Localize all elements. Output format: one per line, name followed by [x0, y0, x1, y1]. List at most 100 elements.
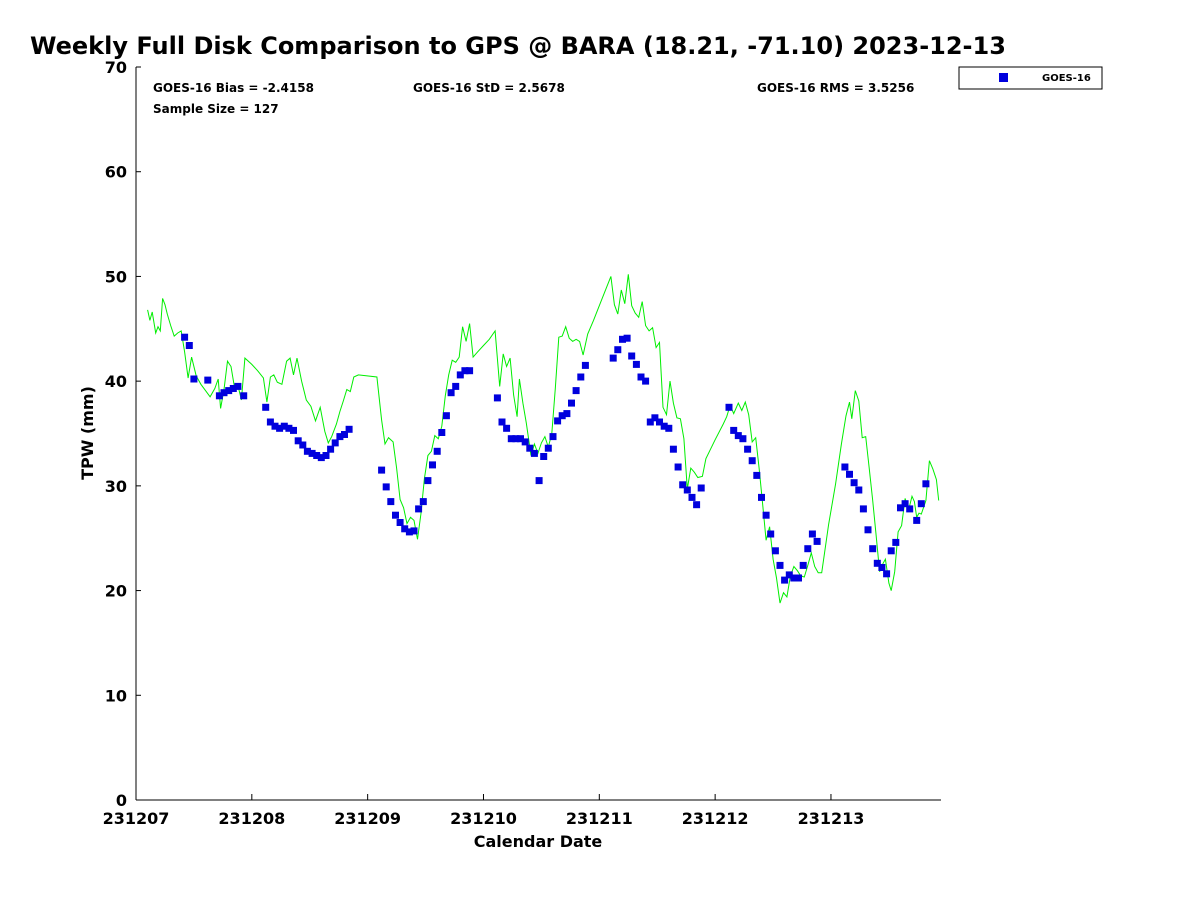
goes16-point: [683, 486, 691, 494]
goes16-point: [795, 574, 802, 582]
goes16-point: [225, 387, 233, 395]
goes16-point: [378, 466, 386, 474]
goes16-point: [266, 418, 274, 426]
y-tick-label: 70: [105, 58, 127, 77]
goes16-point: [758, 493, 765, 501]
goes16-point: [781, 576, 789, 584]
goes16-point: [290, 426, 297, 434]
goes16-point: [452, 382, 460, 390]
goes16-point: [396, 519, 404, 526]
goes16-point: [859, 505, 867, 513]
goes16-point: [530, 449, 538, 457]
goes16-point: [753, 471, 761, 479]
goes16-point: [688, 493, 696, 501]
goes16-point: [922, 480, 930, 488]
goes16-point: [646, 418, 654, 426]
goes16-point: [240, 392, 248, 400]
goes16-point: [804, 545, 812, 553]
y-tick-label: 20: [105, 582, 127, 601]
goes16-point: [864, 526, 872, 534]
goes16-point: [285, 424, 293, 432]
goes16-point: [549, 433, 557, 441]
goes16-point: [855, 486, 863, 494]
goes16-point: [322, 452, 330, 459]
goes16-point: [725, 403, 733, 411]
goes16-point: [739, 435, 747, 443]
goes16-point: [869, 545, 877, 553]
goes16-point: [419, 498, 427, 506]
goes16-point: [303, 447, 311, 455]
goes16-point: [271, 422, 279, 430]
goes16-point: [674, 463, 682, 471]
goes16-point: [628, 352, 636, 360]
goes16-point: [521, 438, 529, 446]
goes16-point: [744, 445, 752, 453]
goes16-point: [535, 477, 543, 485]
goes16-point: [466, 367, 474, 375]
goes16-point: [665, 424, 673, 432]
goes16-point: [341, 431, 348, 438]
goes16-point: [512, 435, 520, 443]
goes16-point: [901, 500, 909, 508]
goes16-point: [181, 333, 189, 341]
goes16-point: [790, 574, 798, 582]
goes16-point: [331, 439, 339, 447]
goes16-point: [456, 371, 464, 379]
goes16-point: [327, 445, 335, 453]
goes16-point: [841, 463, 849, 471]
goes16-point: [313, 452, 321, 459]
goes16-point: [447, 389, 455, 397]
goes16-point: [280, 422, 288, 430]
goes16-point: [808, 530, 816, 538]
x-tick-label: 231209: [334, 809, 401, 828]
goes16-point: [433, 447, 441, 455]
chart-title: Weekly Full Disk Comparison to GPS @ BAR…: [30, 32, 1006, 60]
x-tick-label: 231208: [218, 809, 285, 828]
goes16-point: [540, 453, 548, 460]
goes16-point: [776, 561, 784, 569]
goes16-point: [317, 454, 325, 462]
goes16-point: [846, 470, 853, 478]
goes16-point: [276, 424, 284, 432]
goes16-point: [619, 335, 626, 343]
y-ticks: 0 10 20 30 40 50 60 70: [105, 58, 141, 810]
y-tick-label: 40: [105, 372, 127, 391]
goes16-point: [679, 481, 687, 489]
legend-label-goes16: GOES-16: [1042, 73, 1091, 84]
goes16-point: [498, 418, 506, 426]
goes16-point: [614, 346, 622, 354]
goes16-point: [651, 414, 659, 422]
y-tick-label: 30: [105, 477, 127, 496]
legend-box: [958, 66, 1103, 90]
goes16-point: [442, 412, 450, 420]
goes16-point: [785, 571, 793, 579]
legend: GOES-16: [958, 66, 1103, 90]
goes16-point: [799, 561, 807, 569]
goes16-point: [762, 511, 770, 519]
goes16-point: [190, 375, 198, 383]
goes16-point: [572, 387, 580, 395]
goes16-point: [461, 367, 469, 375]
goes16-point: [438, 429, 446, 436]
goes16-point: [345, 425, 353, 433]
goes16-point: [220, 389, 228, 397]
goes16-point: [767, 530, 775, 538]
goes16-point: [294, 437, 302, 445]
goes16-point: [234, 382, 242, 390]
goes16-point: [693, 501, 701, 509]
goes16-point: [568, 399, 575, 407]
goes16-point: [632, 360, 640, 368]
goes16-point: [623, 334, 631, 342]
goes16-point: [892, 538, 900, 546]
goes16-point: [883, 570, 891, 578]
goes16-point: [730, 426, 738, 434]
x-tick-label: 231211: [566, 809, 633, 828]
goes16-point: [526, 444, 534, 452]
x-tick-label: 231210: [450, 809, 517, 828]
y-axis-label: TPW (mm): [78, 386, 97, 480]
goes16-point: [405, 528, 413, 536]
gps-line: [147, 274, 940, 604]
gps-series: [147, 274, 940, 604]
x-tick-label: 231212: [682, 809, 749, 828]
goes16-point: [734, 432, 742, 440]
